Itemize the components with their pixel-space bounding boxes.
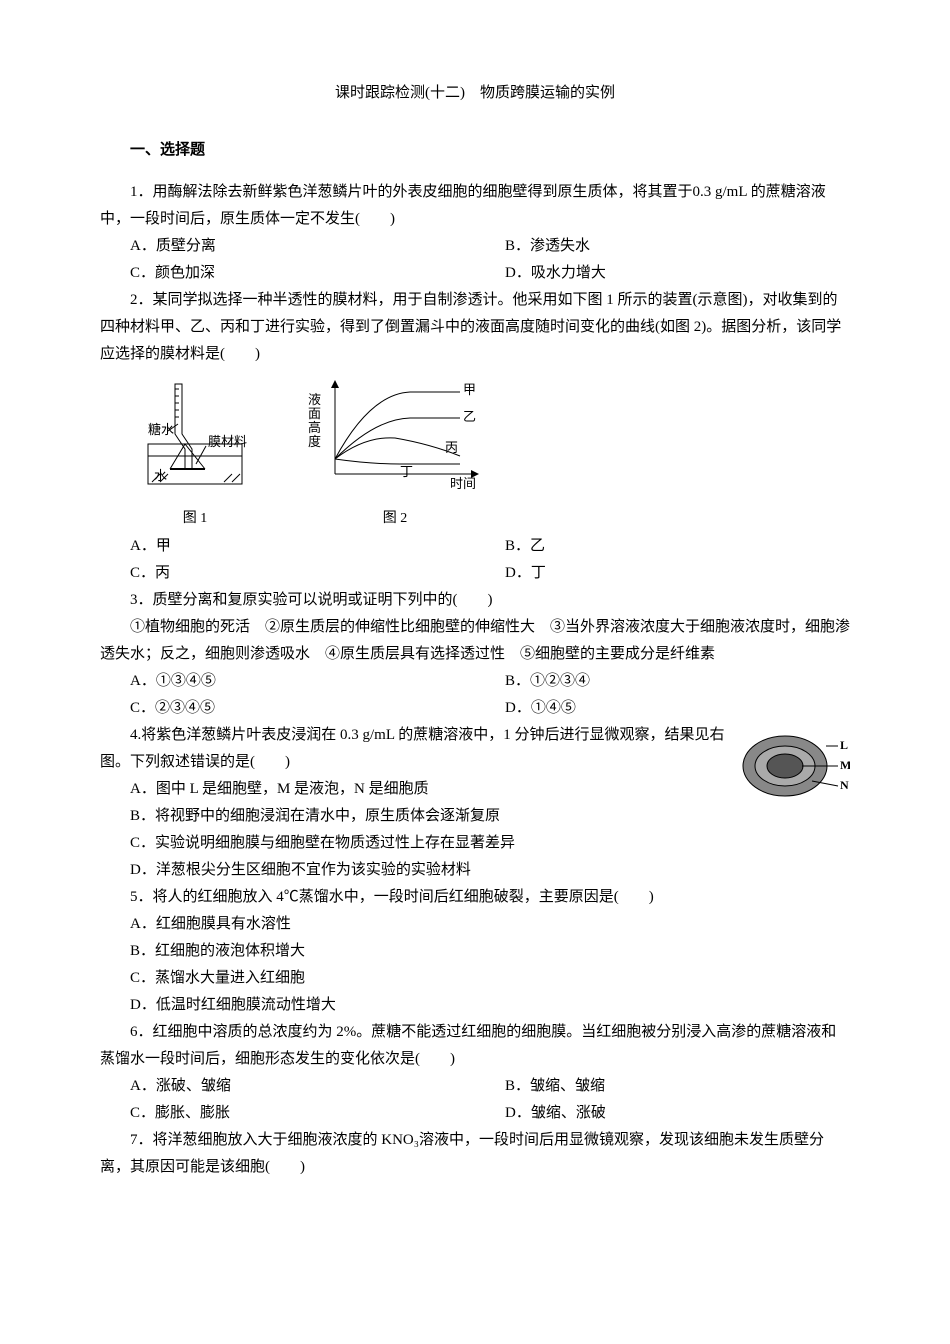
question-6: 6．红细胞中溶质的总浓度约为 2%。蔗糖不能透过红细胞的细胞膜。当红细胞被分别浸…	[100, 1019, 850, 1073]
q6-opt-b: B．皱缩、皱缩	[475, 1073, 850, 1100]
q2-opt-c: C．丙	[100, 560, 475, 587]
fig2-label-b: 乙	[463, 409, 476, 424]
q4-label-M: M	[840, 758, 850, 772]
fig2-xlabel: 时间	[450, 476, 476, 491]
question-7: 7．将洋葱细胞放入大于细胞液浓度的 KNO₃溶液中，一段时间后用显微镜观察，发现…	[100, 1127, 850, 1181]
q2-fig1-svg: 糖水 膜材料 水	[130, 374, 260, 494]
question-3: 3．质壁分离和复原实验可以说明或证明下列中的( )	[100, 587, 850, 614]
q4-opt-a: A．图中 L 是细胞壁，M 是液泡，N 是细胞质	[100, 776, 850, 803]
page-title: 课时跟踪检测(十二) 物质跨膜运输的实例	[100, 80, 850, 107]
q4-opt-b: B．将视野中的细胞浸润在清水中，原生质体会逐渐复原	[100, 803, 850, 830]
q6-opt-c: C．膨胀、膨胀	[100, 1100, 475, 1127]
q4-label-L: L	[840, 738, 848, 752]
q2-options-row1: A．甲 B．乙	[100, 533, 850, 560]
q4-figure: L M N	[740, 726, 850, 816]
fig2-ylabel: 液面高度	[308, 392, 321, 449]
q6-opt-d: D．皱缩、涨破	[475, 1100, 850, 1127]
q3-opt-c: C．②③④⑤	[100, 695, 475, 722]
q6-opt-a: A．涨破、皱缩	[100, 1073, 475, 1100]
question-3-stems: ①植物细胞的死活 ②原生质层的伸缩性比细胞壁的伸缩性大 ③当外界溶液浓度大于细胞…	[100, 614, 850, 668]
fig1-label-water: 水	[154, 468, 167, 483]
q3-options-row1: A．①③④⑤ B．①②③④	[100, 668, 850, 695]
q6-options-row2: C．膨胀、膨胀 D．皱缩、涨破	[100, 1100, 850, 1127]
fig2-label-c: 丙	[445, 440, 458, 455]
question-1: 1．用酶解法除去新鲜紫色洋葱鳞片叶的外表皮细胞的细胞壁得到原生质体，将其置于0.…	[100, 179, 850, 233]
question-4: 4.将紫色洋葱鳞片叶表皮浸润在 0.3 g/mL 的蔗糖溶液中，1 分钟后进行显…	[100, 722, 850, 776]
q5-opt-c: C．蒸馏水大量进入红细胞	[100, 965, 850, 992]
q5-options: A．红细胞膜具有水溶性 B．红细胞的液泡体积增大 C．蒸馏水大量进入红细胞 D．…	[100, 911, 850, 1019]
q4-label-N: N	[840, 778, 849, 792]
q1-options-row1: A．质壁分离 B．渗透失水	[100, 233, 850, 260]
q2-fig1-caption: 图 1	[130, 506, 260, 531]
fig2-label-d: 丁	[400, 464, 413, 479]
q3-options-row2: C．②③④⑤ D．①④⑤	[100, 695, 850, 722]
q6-options-row1: A．涨破、皱缩 B．皱缩、皱缩	[100, 1073, 850, 1100]
fig2-label-a: 甲	[463, 382, 476, 397]
q4-opt-d: D．洋葱根尖分生区细胞不宜作为该实验的实验材料	[100, 857, 850, 884]
q5-opt-a: A．红细胞膜具有水溶性	[100, 911, 850, 938]
q2-opt-b: B．乙	[475, 533, 850, 560]
q2-fig1-wrap: 糖水 膜材料 水 图 1	[130, 374, 260, 531]
q1-options-row2: C．颜色加深 D．吸水力增大	[100, 260, 850, 287]
question-2: 2．某同学拟选择一种半透性的膜材料，用于自制渗透计。他采用如下图 1 所示的装置…	[100, 287, 850, 368]
fig1-label-membrane: 膜材料	[208, 434, 247, 449]
q1-opt-a: A．质壁分离	[100, 233, 475, 260]
q4-opt-c: C．实验说明细胞膜与细胞壁在物质透过性上存在显著差异	[100, 830, 850, 857]
q3-opt-b: B．①②③④	[475, 668, 850, 695]
q4-options: A．图中 L 是细胞壁，M 是液泡，N 是细胞质 B．将视野中的细胞浸润在清水中…	[100, 776, 850, 884]
q4-cell-svg: L M N	[740, 726, 850, 806]
q1-opt-d: D．吸水力增大	[475, 260, 850, 287]
q2-figures: 糖水 膜材料 水 图 1 液面高度 甲 乙	[130, 374, 850, 531]
q3-opt-a: A．①③④⑤	[100, 668, 475, 695]
q2-fig2-wrap: 液面高度 甲 乙 丙 丁 时间 图 2	[300, 374, 490, 531]
q2-opt-a: A．甲	[100, 533, 475, 560]
q5-opt-d: D．低温时红细胞膜流动性增大	[100, 992, 850, 1019]
q2-fig2-svg: 液面高度 甲 乙 丙 丁 时间	[300, 374, 490, 494]
q1-opt-b: B．渗透失水	[475, 233, 850, 260]
section-heading: 一、选择题	[100, 137, 850, 164]
q5-opt-b: B．红细胞的液泡体积增大	[100, 938, 850, 965]
q2-opt-d: D．丁	[475, 560, 850, 587]
question-5: 5．将人的红细胞放入 4℃蒸馏水中，一段时间后红细胞破裂，主要原因是( )	[100, 884, 850, 911]
q1-opt-c: C．颜色加深	[100, 260, 475, 287]
q2-options-row2: C．丙 D．丁	[100, 560, 850, 587]
q3-opt-d: D．①④⑤	[475, 695, 850, 722]
q2-fig2-caption: 图 2	[300, 506, 490, 531]
